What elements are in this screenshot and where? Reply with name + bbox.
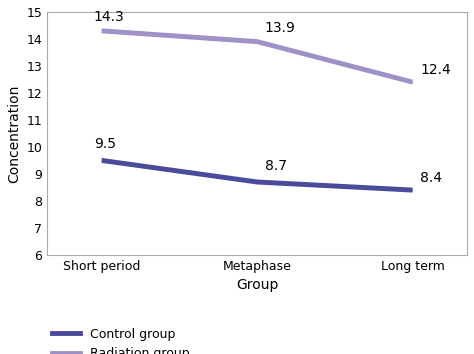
Text: 9.5: 9.5 <box>94 137 116 151</box>
X-axis label: Group: Group <box>236 278 278 292</box>
Text: 12.4: 12.4 <box>420 63 451 77</box>
Text: 14.3: 14.3 <box>94 10 125 24</box>
Text: 8.4: 8.4 <box>420 171 442 185</box>
Legend: Control group, Radiation group: Control group, Radiation group <box>47 323 194 354</box>
Text: 13.9: 13.9 <box>265 21 296 35</box>
Y-axis label: Concentration: Concentration <box>7 84 21 183</box>
Text: 8.7: 8.7 <box>265 159 287 172</box>
